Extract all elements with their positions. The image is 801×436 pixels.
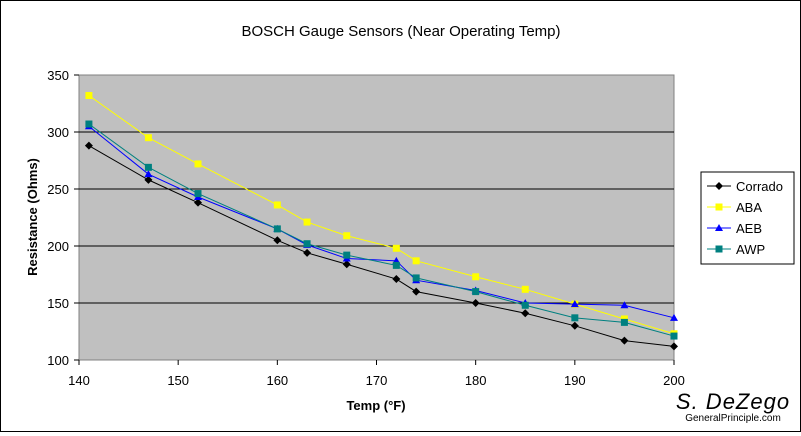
data-point-awp [412, 274, 420, 282]
y-tick-label: 150 [47, 296, 69, 311]
x-tick-label: 170 [366, 373, 388, 388]
data-point-awp [670, 332, 678, 340]
y-tick-label: 200 [47, 239, 69, 254]
data-point-corrado [273, 236, 282, 245]
legend-item-awp: AWP [707, 242, 765, 257]
legend-marker-aeb [715, 224, 723, 231]
legend-marker-aba [715, 203, 723, 211]
series-corrado [84, 141, 678, 351]
data-point-corrado [144, 175, 153, 184]
y-axis-label: Resistance (Ohms) [25, 158, 40, 276]
data-point-corrado [412, 287, 421, 296]
data-point-awp [144, 163, 152, 171]
x-tick-label: 200 [663, 373, 685, 388]
data-point-corrado [670, 342, 678, 351]
legend-marker-awp [715, 245, 723, 253]
data-point-aba [85, 92, 93, 100]
legend-marker-corrado [715, 182, 723, 190]
data-point-aba [472, 273, 480, 281]
x-axis-label: Temp (°F) [346, 398, 405, 413]
legend: Corrado ABA AEB AWP [700, 171, 795, 265]
data-point-corrado [620, 336, 629, 345]
data-point-corrado [471, 299, 480, 307]
legend-item-aeb: AEB [707, 221, 762, 236]
x-tick-label: 140 [68, 373, 90, 388]
data-point-aba [194, 160, 202, 168]
data-point-aeb [144, 170, 153, 178]
data-point-awp [85, 120, 93, 128]
x-tick-label: 180 [465, 373, 487, 388]
data-point-aba [273, 201, 281, 209]
legend-label-aeb: AEB [736, 221, 762, 236]
legend-label-aba: ABA [736, 200, 762, 215]
data-point-aba [144, 134, 152, 142]
x-tick-label: 150 [167, 373, 189, 388]
legend-item-corrado: Corrado [707, 179, 783, 194]
signature-name: S. DeZego [676, 389, 790, 414]
data-point-awp [620, 318, 628, 326]
data-point-corrado [342, 260, 351, 269]
data-point-corrado [84, 141, 93, 150]
plot-area [78, 74, 675, 361]
data-point-corrado [570, 321, 579, 330]
data-point-corrado [303, 248, 312, 257]
series-layer [84, 92, 678, 351]
data-point-aeb [570, 300, 579, 308]
data-point-aba [412, 257, 420, 265]
chart-title: BOSCH Gauge Sensors (Near Operating Temp… [241, 23, 560, 40]
y-tick-label: 250 [47, 182, 69, 197]
data-point-aba [521, 285, 529, 293]
legend-label-awp: AWP [736, 242, 765, 257]
y-tick-label: 350 [47, 68, 69, 83]
x-tick-label: 190 [564, 373, 586, 388]
data-point-awp [571, 314, 579, 322]
legend-item-aba: ABA [707, 200, 762, 215]
data-point-aeb [620, 301, 629, 309]
data-point-aeb [670, 313, 678, 321]
x-tick-label: 160 [266, 373, 288, 388]
data-point-awp [521, 301, 529, 309]
data-point-corrado [194, 198, 202, 207]
data-point-awp [472, 288, 480, 296]
signature-logo: S. DeZego GeneralPrinciple.com [676, 389, 790, 424]
y-tick-label: 100 [47, 353, 69, 368]
data-point-aba [343, 232, 351, 240]
data-point-aba [303, 218, 311, 226]
y-tick-label: 300 [47, 125, 69, 140]
signature-site: GeneralPrinciple.com [685, 413, 781, 424]
data-point-awp [392, 261, 400, 269]
data-point-corrado [521, 309, 530, 318]
data-point-awp [303, 240, 311, 248]
data-point-awp [273, 225, 281, 233]
data-point-aba [392, 244, 400, 252]
y-axis-ticks: 100 150 200 250 300 350 [47, 68, 79, 368]
series-awp [85, 120, 678, 340]
legend-label-corrado: Corrado [736, 179, 783, 194]
data-point-awp [194, 190, 202, 198]
x-axis-ticks: 140 150 160 170 180 190 200 [68, 360, 685, 388]
data-point-corrado [392, 275, 401, 284]
data-point-awp [343, 251, 351, 259]
